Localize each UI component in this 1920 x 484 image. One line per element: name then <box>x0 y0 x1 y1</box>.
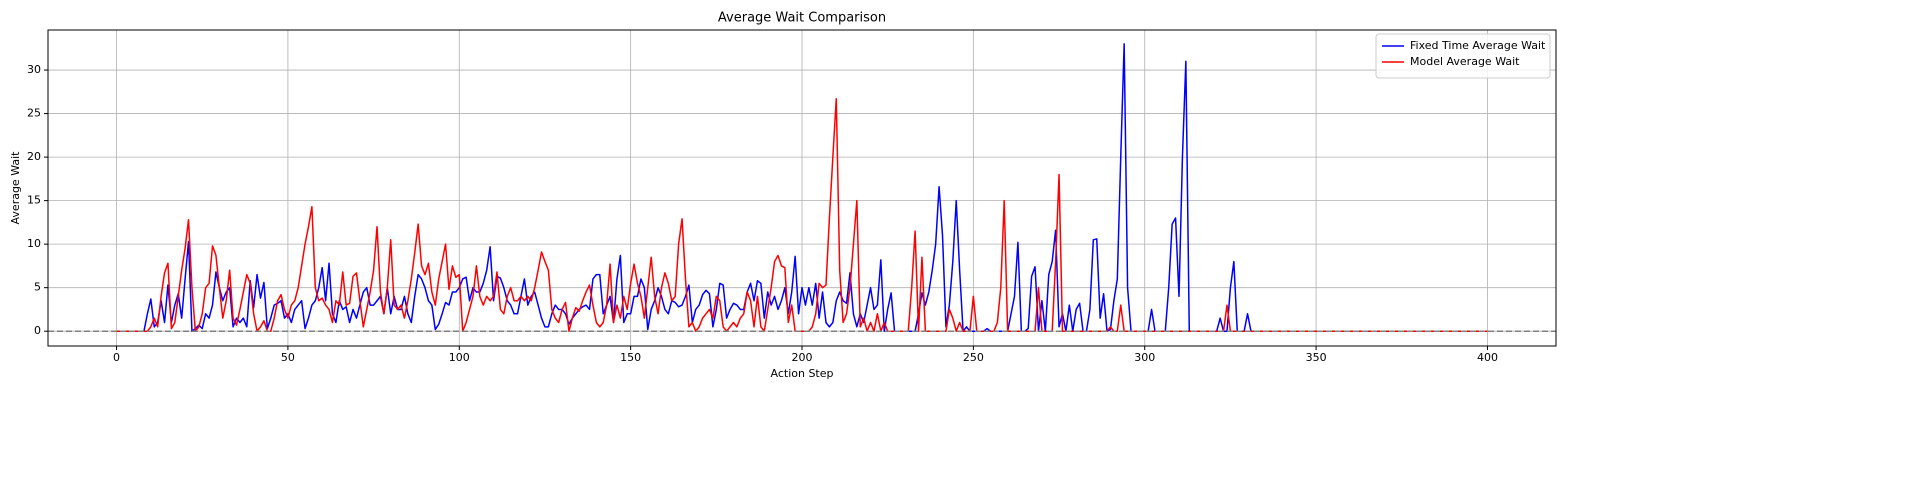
y-tick-label: 25 <box>27 107 41 120</box>
legend-box <box>1375 33 1551 79</box>
legend-label: Fixed Time Average Wait <box>1410 39 1546 52</box>
x-axis-label: Action Step <box>771 367 834 380</box>
x-tick-label: 300 <box>1134 351 1155 364</box>
y-axis-label: Average Wait <box>9 151 22 225</box>
x-tick-label: 50 <box>281 351 295 364</box>
y-tick-label: 0 <box>34 324 41 337</box>
x-tick-label: 250 <box>963 351 984 364</box>
x-tick-label: 100 <box>449 351 470 364</box>
x-tick-label: 200 <box>792 351 813 364</box>
legend-label: Model Average Wait <box>1410 55 1520 68</box>
y-tick-label: 30 <box>27 63 41 76</box>
x-tick-label: 0 <box>113 351 120 364</box>
chart-title: Average Wait Comparison <box>718 11 886 26</box>
y-tick-label: 10 <box>27 237 41 250</box>
x-tick-label: 150 <box>620 351 641 364</box>
x-tick-label: 400 <box>1477 351 1498 364</box>
plot-frame <box>47 29 1557 347</box>
y-tick-label: 15 <box>27 194 41 207</box>
y-tick-label: 5 <box>34 281 41 294</box>
data-line <box>116 43 1474 332</box>
x-tick-label: 350 <box>1306 351 1327 364</box>
y-tick-label: 20 <box>27 150 41 163</box>
